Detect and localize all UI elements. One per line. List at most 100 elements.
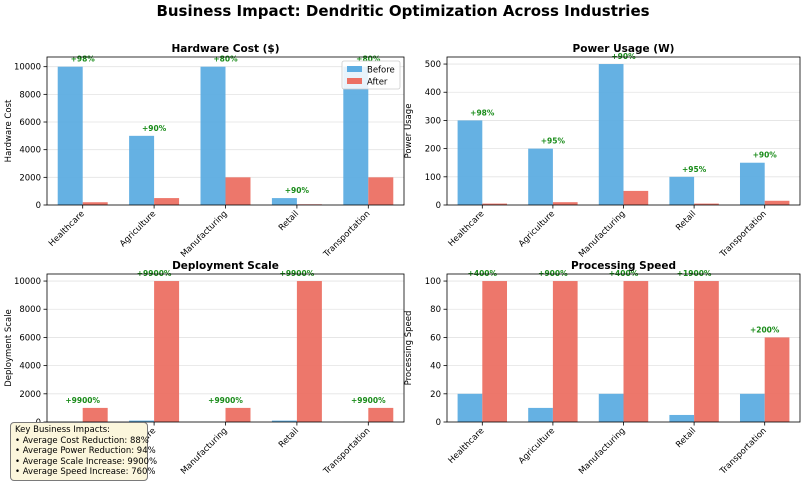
bar-after-manufacturing xyxy=(226,408,251,422)
y-axis-label: Deployment Scale xyxy=(4,309,14,387)
bar-before-healthcare xyxy=(458,120,483,205)
y-axis-label: Hardware Cost xyxy=(4,99,14,162)
y-axis-label: Processing Speed xyxy=(404,311,414,386)
bar-after-agriculture xyxy=(154,281,179,422)
y-tick-label: 100 xyxy=(425,173,441,183)
y-tick-label: 20 xyxy=(430,390,441,400)
key-impact-line: • Average Power Reduction: 94% xyxy=(15,446,143,457)
bar-after-transportation xyxy=(765,201,790,205)
y-tick-label: 40 xyxy=(430,362,441,372)
y-tick-label: 0 xyxy=(36,201,41,211)
x-tick-label: Manufacturing xyxy=(179,426,230,477)
bar-after-healthcare xyxy=(83,202,108,205)
y-tick-label: 2000 xyxy=(19,390,41,400)
bar-after-retail xyxy=(694,281,719,422)
legend-swatch-after xyxy=(347,78,362,84)
x-tick-label: Agriculture xyxy=(517,209,557,249)
key-impact-line: • Average Cost Reduction: 88% xyxy=(15,436,143,447)
bar-before-manufacturing xyxy=(599,394,624,422)
bar-before-healthcare xyxy=(58,67,83,205)
improvement-label: +90% xyxy=(285,186,310,195)
bar-after-transportation xyxy=(368,408,393,422)
improvement-label: +98% xyxy=(71,55,96,64)
y-tick-label: 0 xyxy=(436,201,441,211)
x-tick-label: Manufacturing xyxy=(577,209,628,260)
key-impact-line: • Average Scale Increase: 9900% xyxy=(15,457,143,468)
y-tick-label: 2000 xyxy=(19,173,41,183)
bar-after-manufacturing xyxy=(226,177,251,205)
bar-before-healthcare xyxy=(458,394,483,422)
x-tick-label: Retail xyxy=(674,426,698,450)
x-tick-label: Agriculture xyxy=(517,426,557,466)
x-tick-label: Transportation xyxy=(718,426,769,477)
bar-after-transportation xyxy=(765,337,790,422)
x-tick-label: Healthcare xyxy=(447,426,487,466)
y-tick-label: 0 xyxy=(436,418,441,428)
x-tick-label: Transportation xyxy=(321,426,372,477)
y-tick-label: 4000 xyxy=(19,362,41,372)
x-tick-label: Agriculture xyxy=(118,209,158,249)
improvement-label: +400% xyxy=(468,269,498,278)
bar-before-retail xyxy=(272,198,297,205)
y-tick-label: 500 xyxy=(425,60,441,70)
improvement-label: +9900% xyxy=(65,396,100,405)
bar-before-agriculture xyxy=(528,149,553,205)
x-tick-label: Retail xyxy=(674,209,698,233)
legend-label-after: After xyxy=(367,78,388,88)
bar-before-transportation xyxy=(740,163,765,205)
y-tick-label: 10000 xyxy=(14,277,41,287)
improvement-label: +9900% xyxy=(280,269,315,278)
improvement-label: +9900% xyxy=(208,396,243,405)
x-tick-label: Retail xyxy=(277,426,301,450)
y-tick-label: 4000 xyxy=(19,146,41,156)
y-tick-label: 8000 xyxy=(19,305,41,315)
y-axis-label: Power Usage xyxy=(404,104,414,159)
improvement-label: +90% xyxy=(753,151,778,160)
bar-before-manufacturing xyxy=(201,67,226,205)
figure-title: Business Impact: Dendritic Optimization … xyxy=(156,2,649,20)
y-tick-label: 300 xyxy=(425,116,441,126)
bar-after-healthcare xyxy=(83,408,108,422)
improvement-label: +200% xyxy=(750,325,780,334)
y-tick-label: 10000 xyxy=(14,63,41,73)
improvement-label: +95% xyxy=(682,165,707,174)
improvement-label: +90% xyxy=(142,124,167,133)
panel-title: Processing Speed xyxy=(571,260,676,272)
x-tick-label: Healthcare xyxy=(47,209,87,249)
x-tick-label: Retail xyxy=(277,209,301,233)
chart-panel-processing-speed: +400%Healthcare+900%Agriculture+400%Manu… xyxy=(404,260,800,477)
x-tick-label: Transportation xyxy=(321,209,372,260)
bar-after-agriculture xyxy=(553,281,578,422)
panel-title: Power Usage (W) xyxy=(573,43,675,55)
bar-before-agriculture xyxy=(528,408,553,422)
key-impacts-title: Key Business Impacts: xyxy=(15,425,143,436)
bar-after-manufacturing xyxy=(624,191,649,205)
y-tick-label: 200 xyxy=(425,145,441,155)
x-tick-label: Transportation xyxy=(718,209,769,260)
bar-after-agriculture xyxy=(154,198,179,205)
x-tick-label: Manufacturing xyxy=(577,426,628,477)
improvement-label: +900% xyxy=(538,269,568,278)
y-tick-label: 60 xyxy=(430,333,441,343)
x-tick-label: Manufacturing xyxy=(179,209,230,260)
improvement-label: +98% xyxy=(470,108,495,117)
x-tick-label: Healthcare xyxy=(447,209,487,249)
y-tick-label: 6000 xyxy=(19,118,41,128)
improvement-label: +95% xyxy=(541,137,566,146)
chart-panel-hardware-cost: +98% Healthcare +90% Agriculture +80% Manufac… xyxy=(4,43,404,260)
legend-swatch-before xyxy=(347,66,362,72)
y-tick-label: 80 xyxy=(430,305,441,315)
bar-before-retail xyxy=(669,415,694,422)
bar-after-healthcare xyxy=(482,281,507,422)
improvement-label: +9900% xyxy=(351,396,386,405)
bar-before-transportation xyxy=(740,394,765,422)
panel-title: Hardware Cost ($) xyxy=(171,43,279,55)
bar-before-agriculture xyxy=(129,136,154,205)
panel-title: Deployment Scale xyxy=(172,260,279,272)
improvement-label: +1900% xyxy=(677,269,712,278)
chart-panel-power-usage-w: +98% Healthcare +95% Agriculture +90% Manufac… xyxy=(404,43,800,260)
bar-after-transportation xyxy=(368,177,393,205)
improvement-label: +80% xyxy=(213,55,238,64)
